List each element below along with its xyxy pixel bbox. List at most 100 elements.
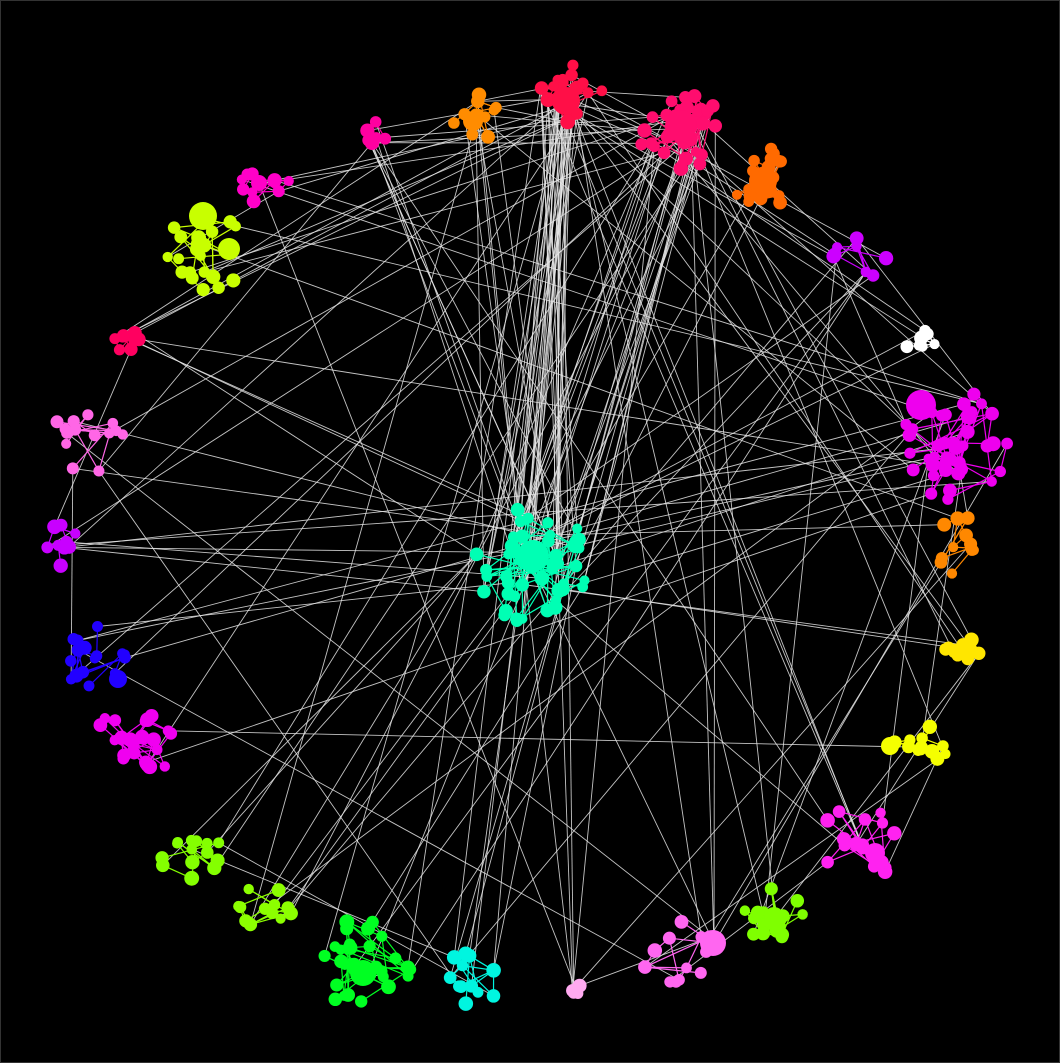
graph-node [272,185,285,198]
graph-edge [449,588,563,978]
graph-edge [522,146,655,585]
graph-node [952,456,966,470]
graph-edge [64,546,514,553]
graph-node [114,730,129,745]
graph-node [191,230,207,246]
graph-edge [98,470,460,987]
graph-edge [366,130,548,611]
graph-node [370,132,383,144]
graph-edge [375,121,523,537]
hub-node [906,390,936,420]
graph-node [334,954,348,969]
graph-node [967,387,981,401]
graph-edge [554,65,574,608]
graph-node [226,273,241,288]
graph-node [576,77,589,90]
graph-node [41,541,54,554]
graph-node [471,94,485,109]
graph-node [446,950,462,965]
graph-edge [495,107,568,123]
graph-edge [204,114,574,273]
graph-edge [353,271,867,969]
graph-node [76,665,90,679]
graph-node [339,914,355,930]
graph-edge [58,481,992,546]
graph-edge [575,115,705,567]
graph-edge [546,124,689,611]
graph-node [637,123,652,138]
graph-edge [753,414,946,935]
graph-node [904,734,916,746]
graph-node [569,559,583,573]
graph-edge [162,553,477,866]
graph-edge [557,100,560,564]
graph-edge [475,114,645,131]
graph-edge [367,586,584,929]
graph-node [665,95,678,108]
graph-edge [666,136,947,471]
graph-node [937,740,949,752]
graph-node [342,940,358,956]
graph-node [904,447,916,459]
graph-edge [527,89,561,519]
graph-node [486,989,501,1003]
graph-node [504,538,520,554]
graph-node [687,89,702,104]
graph-node [189,241,205,257]
graph-node [510,502,525,517]
graph-node [92,621,103,632]
graph-node [185,271,199,285]
graph-node [951,466,966,481]
graph-node [935,551,949,565]
graph-edge [690,122,778,931]
graph-node [201,837,213,849]
graph-node [69,423,82,436]
graph-node [65,655,77,667]
graph-edge [168,730,922,748]
graph-node [960,424,975,439]
graph-edge [138,338,933,466]
cluster-link [516,579,585,622]
hub-node [189,202,217,230]
graph-edge [324,102,569,957]
graph-node [117,748,131,763]
graph-node [957,397,971,412]
graph-node [151,744,163,756]
graph-node [268,898,281,911]
graph-node [748,912,760,925]
graph-node [116,329,131,343]
graph-node [184,870,200,886]
graph-edge [713,125,716,944]
hub-node [350,960,376,986]
graph-node [1001,437,1013,450]
graph-node [237,183,250,196]
hub-node [865,843,885,863]
graph-node [89,653,100,664]
graph-edge [114,137,681,674]
graph-node [366,915,379,929]
graph-node [545,529,556,540]
graph-edge [833,256,907,425]
graph-node [119,649,130,660]
graph-node [596,85,608,97]
hub-node [881,737,899,755]
graph-node [271,883,286,898]
graph-edge [258,183,579,994]
graph-node [739,905,751,916]
graph-node [851,241,862,252]
graph-node [706,99,720,113]
graph-node [790,894,805,908]
graph-edge [520,79,559,522]
graph-edge [576,113,702,938]
graph-node [162,251,173,263]
graph-node [50,415,64,429]
graph-node [820,813,835,828]
graph-edge [551,163,701,564]
graph-node [775,155,787,168]
graph-edge [68,87,578,548]
graph-node [572,523,583,534]
graph-node [206,269,221,284]
graph-node [546,562,559,575]
graph-node [558,578,569,589]
graph-edge [709,562,942,938]
